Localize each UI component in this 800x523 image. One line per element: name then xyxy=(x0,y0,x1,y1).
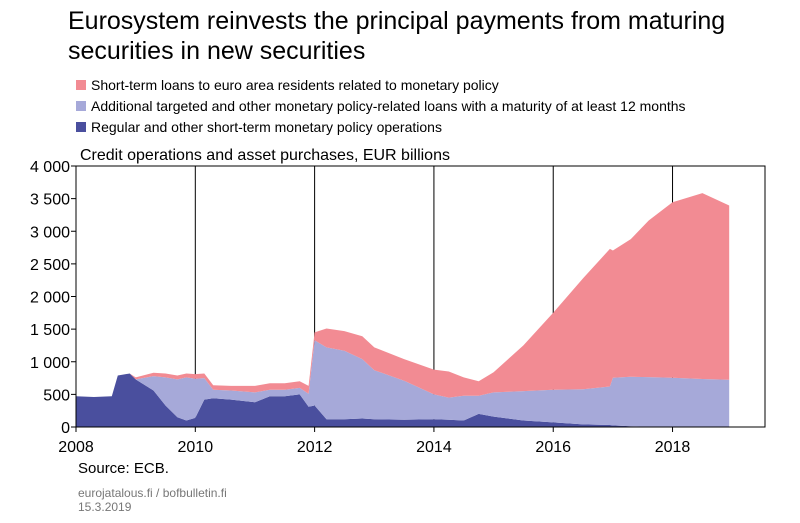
x-tick-label: 2014 xyxy=(416,439,452,456)
source-note: Source: ECB. xyxy=(78,460,169,477)
x-tick-label: 2012 xyxy=(297,439,333,456)
legend-label-regular-operations: Regular and other short-term monetary po… xyxy=(91,118,442,135)
y-tick-label: 0 xyxy=(61,420,70,437)
y-tick-label: 3 500 xyxy=(30,192,70,209)
legend-item-regular-operations: Regular and other short-term monetary po… xyxy=(76,116,686,137)
legend-label-short-term-loans: Short-term loans to euro area residents … xyxy=(91,76,499,93)
legend-swatch-short-term-loans xyxy=(76,79,86,90)
x-tick-label: 2010 xyxy=(178,439,214,456)
chart-subtitle: Credit operations and asset purchases, E… xyxy=(80,147,450,164)
y-tick-label: 2 500 xyxy=(30,257,70,274)
y-tick-label: 500 xyxy=(43,387,70,404)
legend-item-short-term-loans: Short-term loans to euro area residents … xyxy=(76,74,686,95)
series-area-1 xyxy=(76,340,730,427)
x-tick-label: 2018 xyxy=(655,439,691,456)
y-tick-label: 3 000 xyxy=(30,224,70,241)
chart-title: Eurosystem reinvests the principal payme… xyxy=(68,7,726,65)
footer-date: 15.3.2019 xyxy=(78,500,132,514)
y-tick-label: 1 000 xyxy=(30,355,70,372)
series-area-2 xyxy=(76,193,730,398)
x-axis: 2008 2010 2012 2014 2016 2018 xyxy=(58,427,690,456)
x-tick-label: 2016 xyxy=(535,439,571,456)
footer-website: eurojatalous.fi / bofbulletin.fi xyxy=(78,486,227,500)
legend-item-additional-loans: Additional targeted and other monetary p… xyxy=(76,95,686,116)
series-area-0 xyxy=(76,373,730,427)
x-tick-label: 2008 xyxy=(58,439,94,456)
y-tick-label: 2 000 xyxy=(30,290,70,307)
y-axis: 0 500 1 000 1 500 2 000 2 500 3 000 3 500 4 000 xyxy=(30,159,76,437)
legend-swatch-regular-operations xyxy=(76,121,86,132)
y-tick-label: 4 000 xyxy=(30,159,70,176)
y-tick-label: 1 500 xyxy=(30,322,70,339)
legend-swatch-additional-loans xyxy=(76,100,86,111)
legend-label-additional-loans: Additional targeted and other monetary p… xyxy=(91,97,686,114)
stacked-areas xyxy=(76,193,730,427)
legend: Short-term loans to euro area residents … xyxy=(76,74,686,137)
